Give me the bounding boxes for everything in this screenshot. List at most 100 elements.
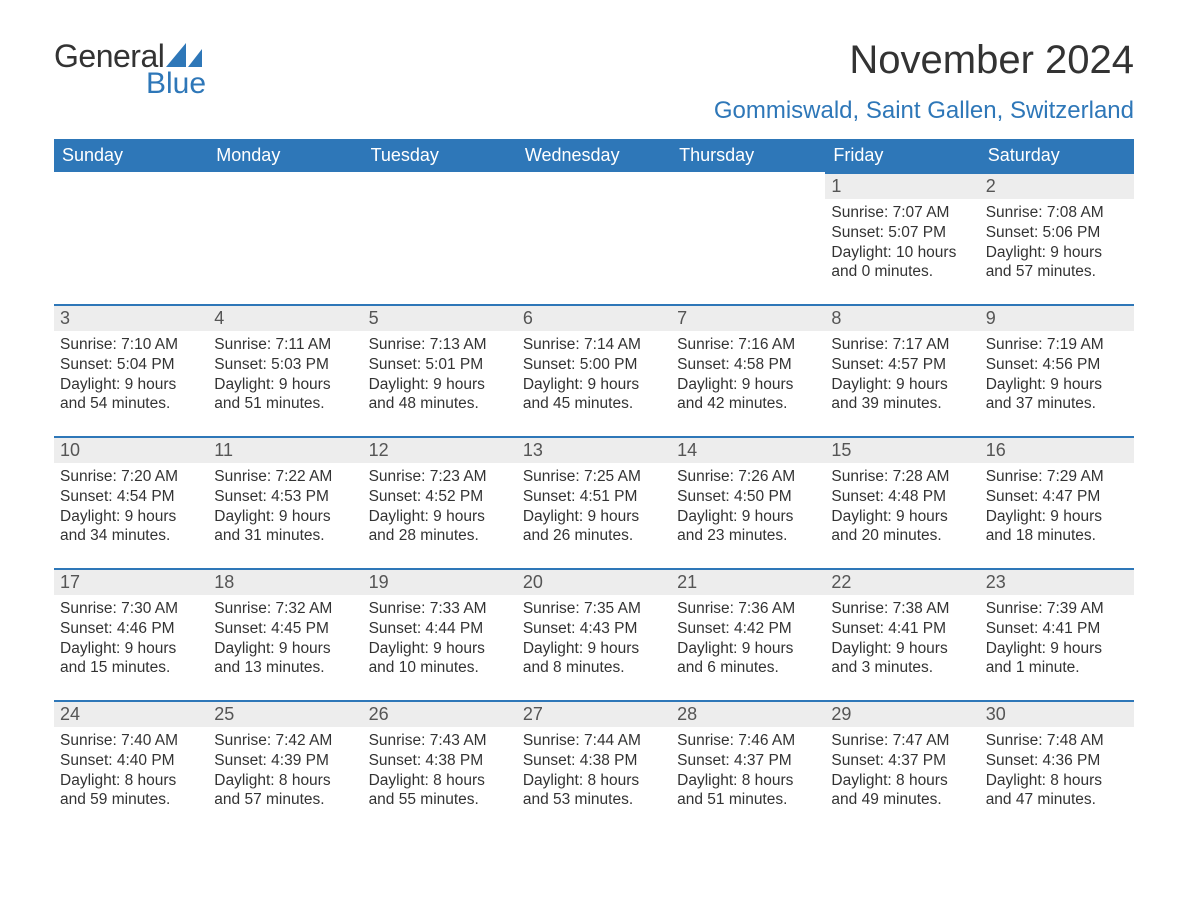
day-details: Sunrise: 7:11 AMSunset: 5:03 PMDaylight:… <box>208 331 362 414</box>
day-details: Sunrise: 7:35 AMSunset: 4:43 PMDaylight:… <box>517 595 671 678</box>
sunrise-line: Sunrise: 7:40 AM <box>60 731 202 751</box>
day-details: Sunrise: 7:47 AMSunset: 4:37 PMDaylight:… <box>825 727 979 810</box>
calendar-day-cell: 28Sunrise: 7:46 AMSunset: 4:37 PMDayligh… <box>671 700 825 832</box>
calendar-week-row: 1Sunrise: 7:07 AMSunset: 5:07 PMDaylight… <box>54 172 1134 304</box>
calendar-week-row: 10Sunrise: 7:20 AMSunset: 4:54 PMDayligh… <box>54 436 1134 568</box>
day-details: Sunrise: 7:07 AMSunset: 5:07 PMDaylight:… <box>825 199 979 282</box>
sunset-line: Sunset: 5:04 PM <box>60 355 202 375</box>
calendar-empty-cell <box>517 172 671 304</box>
calendar-day-cell: 21 Sunrise: 7:36 AMSunset: 4:42 PMDayligh… <box>671 568 825 700</box>
day-details: Sunrise: 7:13 AMSunset: 5:01 PMDaylight:… <box>363 331 517 414</box>
sunset-line: Sunset: 4:37 PM <box>677 751 819 771</box>
sunrise-line: Sunrise: 7:20 AM <box>60 467 202 487</box>
day-number: 24 <box>54 700 208 727</box>
sunset-line: Sunset: 4:54 PM <box>60 487 202 507</box>
day-details: Sunrise: 7:17 AMSunset: 4:57 PMDaylight:… <box>825 331 979 414</box>
sunrise-line: Sunrise: 7:35 AM <box>523 599 665 619</box>
day-details: Sunrise: 7:40 AMSunset: 4:40 PMDaylight:… <box>54 727 208 810</box>
daylight-line: Daylight: 9 hours and 37 minutes. <box>986 375 1128 415</box>
daylight-line: Daylight: 9 hours and 15 minutes. <box>60 639 202 679</box>
day-details: Sunrise: 7:48 AMSunset: 4:36 PMDaylight:… <box>980 727 1134 810</box>
sunset-line: Sunset: 4:37 PM <box>831 751 973 771</box>
calendar-day-cell: 25Sunrise: 7:42 AMSunset: 4:39 PMDayligh… <box>208 700 362 832</box>
calendar-day-cell: 9Sunrise: 7:19 AMSunset: 4:56 PMDaylight… <box>980 304 1134 436</box>
sunset-line: Sunset: 5:03 PM <box>214 355 356 375</box>
sunrise-line: Sunrise: 7:44 AM <box>523 731 665 751</box>
day-number: 20 <box>517 568 671 595</box>
calendar-day-cell: 29Sunrise: 7:47 AMSunset: 4:37 PMDayligh… <box>825 700 979 832</box>
day-details: Sunrise: 7:14 AMSunset: 5:00 PMDaylight:… <box>517 331 671 414</box>
sunrise-line: Sunrise: 7:10 AM <box>60 335 202 355</box>
day-number: 12 <box>363 436 517 463</box>
sunset-line: Sunset: 5:00 PM <box>523 355 665 375</box>
day-number: 5 <box>363 304 517 331</box>
day-details: Sunrise: 7:23 AMSunset: 4:52 PMDaylight:… <box>363 463 517 546</box>
daylight-line: Daylight: 8 hours and 49 minutes. <box>831 771 973 811</box>
daylight-line: Daylight: 9 hours and 31 minutes. <box>214 507 356 547</box>
day-number: 26 <box>363 700 517 727</box>
daylight-line: Daylight: 9 hours and 28 minutes. <box>369 507 511 547</box>
sunrise-line: Sunrise: 7:32 AM <box>214 599 356 619</box>
calendar-day-cell: 12Sunrise: 7:23 AMSunset: 4:52 PMDayligh… <box>363 436 517 568</box>
day-number: 21 <box>671 568 825 595</box>
day-details: Sunrise: 7:43 AMSunset: 4:38 PMDaylight:… <box>363 727 517 810</box>
sunset-line: Sunset: 4:40 PM <box>60 751 202 771</box>
calendar-day-cell: 18Sunrise: 7:32 AMSunset: 4:45 PMDayligh… <box>208 568 362 700</box>
calendar-week-row: 3Sunrise: 7:10 AMSunset: 5:04 PMDaylight… <box>54 304 1134 436</box>
sunrise-line: Sunrise: 7:36 AM <box>677 599 819 619</box>
calendar-day-cell: 6Sunrise: 7:14 AMSunset: 5:00 PMDaylight… <box>517 304 671 436</box>
calendar-empty-cell <box>363 172 517 304</box>
sail-icon <box>166 43 202 67</box>
weekday-header: Sunday <box>54 139 208 172</box>
daylight-line: Daylight: 9 hours and 20 minutes. <box>831 507 973 547</box>
calendar-day-cell: 30Sunrise: 7:48 AMSunset: 4:36 PMDayligh… <box>980 700 1134 832</box>
weekday-header: Wednesday <box>517 139 671 172</box>
day-number: 7 <box>671 304 825 331</box>
sunrise-line: Sunrise: 7:26 AM <box>677 467 819 487</box>
sunrise-line: Sunrise: 7:07 AM <box>831 203 973 223</box>
calendar-day-cell: 15Sunrise: 7:28 AMSunset: 4:48 PMDayligh… <box>825 436 979 568</box>
daylight-line: Daylight: 9 hours and 6 minutes. <box>677 639 819 679</box>
day-details: Sunrise: 7:10 AMSunset: 5:04 PMDaylight:… <box>54 331 208 414</box>
calendar-day-cell: 27Sunrise: 7:44 AMSunset: 4:38 PMDayligh… <box>517 700 671 832</box>
calendar-day-cell: 5Sunrise: 7:13 AMSunset: 5:01 PMDaylight… <box>363 304 517 436</box>
daylight-line: Daylight: 9 hours and 1 minute. <box>986 639 1128 679</box>
calendar-empty-cell <box>54 172 208 304</box>
daylight-line: Daylight: 8 hours and 59 minutes. <box>60 771 202 811</box>
sunrise-line: Sunrise: 7:08 AM <box>986 203 1128 223</box>
daylight-line: Daylight: 9 hours and 39 minutes. <box>831 375 973 415</box>
weekday-header: Tuesday <box>363 139 517 172</box>
sunset-line: Sunset: 4:39 PM <box>214 751 356 771</box>
calendar-day-cell: 3Sunrise: 7:10 AMSunset: 5:04 PMDaylight… <box>54 304 208 436</box>
calendar-day-cell: 20Sunrise: 7:35 AMSunset: 4:43 PMDayligh… <box>517 568 671 700</box>
calendar-day-cell: 2Sunrise: 7:08 AMSunset: 5:06 PMDaylight… <box>980 172 1134 304</box>
daylight-line: Daylight: 8 hours and 57 minutes. <box>214 771 356 811</box>
daylight-line: Daylight: 8 hours and 55 minutes. <box>369 771 511 811</box>
sunrise-line: Sunrise: 7:48 AM <box>986 731 1128 751</box>
sunrise-line: Sunrise: 7:47 AM <box>831 731 973 751</box>
daylight-line: Daylight: 9 hours and 57 minutes. <box>986 243 1128 283</box>
day-details: Sunrise: 7:33 AMSunset: 4:44 PMDaylight:… <box>363 595 517 678</box>
day-number: 25 <box>208 700 362 727</box>
calendar-day-cell: 16Sunrise: 7:29 AMSunset: 4:47 PMDayligh… <box>980 436 1134 568</box>
daylight-line: Daylight: 8 hours and 53 minutes. <box>523 771 665 811</box>
day-details: Sunrise: 7:19 AMSunset: 4:56 PMDaylight:… <box>980 331 1134 414</box>
day-number: 14 <box>671 436 825 463</box>
day-number: 17 <box>54 568 208 595</box>
sunrise-line: Sunrise: 7:46 AM <box>677 731 819 751</box>
brand-part2: Blue <box>146 67 206 101</box>
sunrise-line: Sunrise: 7:11 AM <box>214 335 356 355</box>
title-block: November 2024 Gommiswald, Saint Gallen, … <box>714 38 1134 125</box>
day-number: 4 <box>208 304 362 331</box>
sunrise-line: Sunrise: 7:19 AM <box>986 335 1128 355</box>
sunrise-line: Sunrise: 7:39 AM <box>986 599 1128 619</box>
sunset-line: Sunset: 4:52 PM <box>369 487 511 507</box>
day-number: 9 <box>980 304 1134 331</box>
sunset-line: Sunset: 4:38 PM <box>369 751 511 771</box>
calendar-day-cell: 10Sunrise: 7:20 AMSunset: 4:54 PMDayligh… <box>54 436 208 568</box>
daylight-line: Daylight: 9 hours and 48 minutes. <box>369 375 511 415</box>
sunset-line: Sunset: 4:42 PM <box>677 619 819 639</box>
page-header: General Blue November 2024 Gommiswald, S… <box>54 38 1134 125</box>
weekday-header: Friday <box>825 139 979 172</box>
sunrise-line: Sunrise: 7:30 AM <box>60 599 202 619</box>
